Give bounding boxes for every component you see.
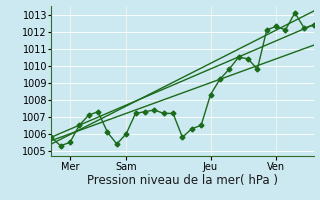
X-axis label: Pression niveau de la mer( hPa ): Pression niveau de la mer( hPa ) (87, 174, 278, 187)
